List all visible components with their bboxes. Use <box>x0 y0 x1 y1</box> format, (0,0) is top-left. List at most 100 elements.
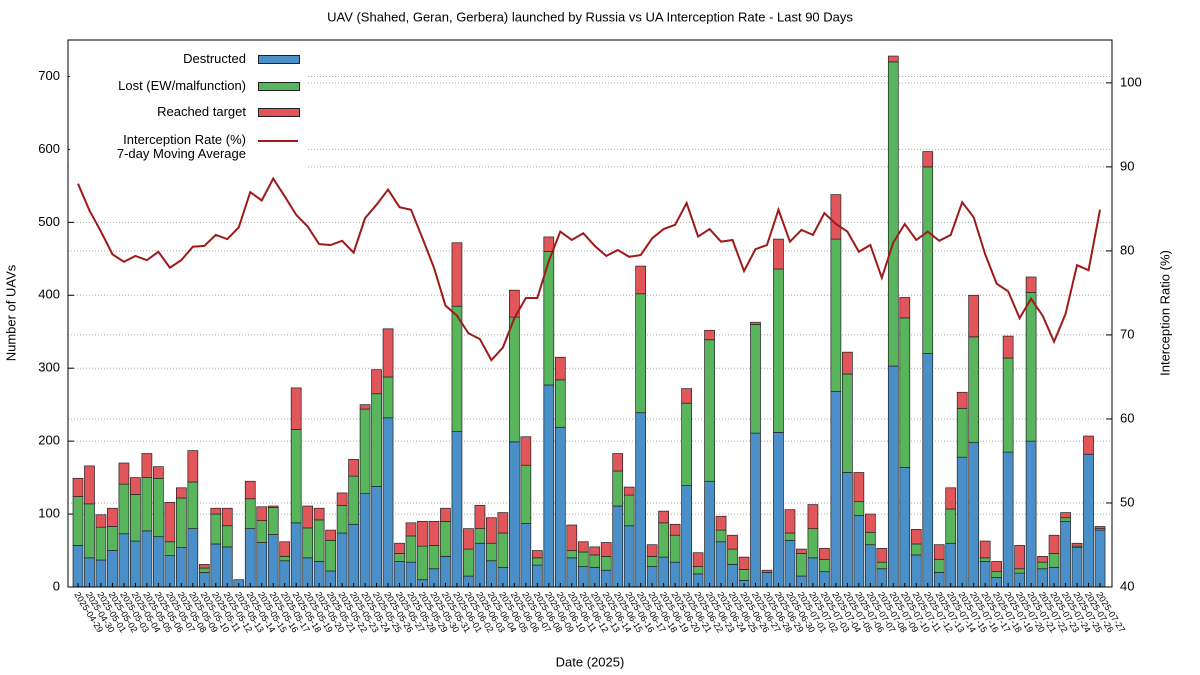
bar-segment <box>371 369 382 395</box>
bar-segment <box>336 532 348 588</box>
bar-segment <box>531 550 543 559</box>
bar-segment <box>118 483 130 535</box>
chart-title: UAV (Shahed, Geran, Gerbera) launched by… <box>327 9 853 24</box>
bar-segment <box>887 61 899 367</box>
bar-segment <box>612 453 624 472</box>
y-tick-label: 600 <box>38 141 60 156</box>
bar-segment <box>313 507 325 521</box>
bar-segment <box>899 297 911 319</box>
bar-segment <box>486 542 497 562</box>
bar-segment <box>842 373 853 473</box>
bar-segment <box>554 356 566 381</box>
bar-segment <box>451 431 463 588</box>
bar-segment <box>704 480 715 588</box>
bar-segment <box>692 566 704 575</box>
bar-segment <box>175 547 187 588</box>
bar-segment <box>520 523 532 588</box>
bar-segment <box>715 529 727 543</box>
bar-segment <box>164 502 176 543</box>
bar-segment <box>405 522 417 537</box>
bar-segment <box>750 432 761 588</box>
bar-segment <box>175 487 187 499</box>
bar-segment <box>956 391 968 409</box>
bar-segment <box>371 393 382 487</box>
bar-segment <box>1002 357 1014 453</box>
bar-segment <box>566 557 578 588</box>
bar-segment <box>1025 276 1037 293</box>
bar-segment <box>773 238 784 270</box>
bar-segment <box>164 555 176 588</box>
bar-segment <box>566 550 578 559</box>
legend-swatch <box>258 108 300 117</box>
bar-segment <box>956 456 968 588</box>
bar-segment <box>681 485 692 588</box>
bar-segment <box>141 530 153 588</box>
bar-segment <box>807 504 819 530</box>
bar-segment <box>118 462 130 485</box>
bar-segment <box>497 532 509 568</box>
bar-segment <box>417 545 428 581</box>
bar-segment <box>819 547 830 560</box>
bar-segment <box>612 505 624 588</box>
bar-segment <box>830 391 842 588</box>
bar-segment <box>72 545 84 588</box>
bar-segment <box>646 544 658 557</box>
bar-segment <box>210 507 222 515</box>
bar-segment <box>1037 561 1048 570</box>
bar-segment <box>1094 526 1106 530</box>
bar-segment <box>589 546 601 556</box>
bar-segment <box>440 556 451 588</box>
bar-segment <box>141 477 153 532</box>
bar-segment <box>853 501 865 516</box>
y2-tick-label: 80 <box>1120 242 1134 257</box>
bar-segment <box>84 557 95 588</box>
bar-segment <box>95 559 107 588</box>
bar-segment <box>956 407 968 458</box>
y2-tick-label: 100 <box>1120 74 1142 89</box>
bar-segment <box>84 503 95 559</box>
bar-segment <box>853 472 865 503</box>
bar-segment <box>623 494 635 527</box>
bar-segment <box>979 557 991 562</box>
bar-segment <box>141 453 153 478</box>
bar-segment <box>704 339 715 482</box>
bar-segment <box>1083 453 1094 588</box>
bar-segment <box>1048 534 1060 554</box>
bar-segment <box>463 528 474 550</box>
bar-segment <box>405 535 417 563</box>
bar-segment <box>130 494 141 542</box>
bar-segment <box>244 498 256 530</box>
bar-segment <box>864 531 876 546</box>
bar-segment <box>1071 547 1083 588</box>
bar-segment <box>773 432 784 588</box>
bar-segment <box>554 426 566 588</box>
bar-segment <box>428 545 440 570</box>
bar-segment <box>692 552 704 567</box>
legend-swatch <box>258 140 298 142</box>
bar-segment <box>738 556 750 570</box>
bar-segment <box>681 388 692 404</box>
bar-segment <box>876 561 888 570</box>
bar-segment <box>830 194 842 240</box>
bar-segment <box>681 402 692 486</box>
bar-segment <box>130 540 141 588</box>
legend-label: Lost (EW/malfunction) <box>118 78 246 93</box>
bar-segment <box>589 554 601 568</box>
bar-segment <box>658 522 669 558</box>
bar-segment <box>842 351 853 375</box>
bar-segment <box>807 557 819 588</box>
y-tick-label: 700 <box>38 68 60 83</box>
bar-segment <box>876 547 888 563</box>
legend-swatch <box>258 82 300 91</box>
bar-segment <box>244 480 256 500</box>
bar-segment <box>210 543 222 588</box>
bar-segment <box>658 556 669 588</box>
y-tick-label: 200 <box>38 433 60 448</box>
bar-segment <box>910 529 922 545</box>
bar-segment <box>784 509 796 534</box>
bar-segment <box>290 429 302 524</box>
bar-segment <box>1037 556 1048 563</box>
bar-segment <box>440 507 451 522</box>
legend-label: Destructed <box>183 51 246 66</box>
bar-segment <box>520 464 532 524</box>
